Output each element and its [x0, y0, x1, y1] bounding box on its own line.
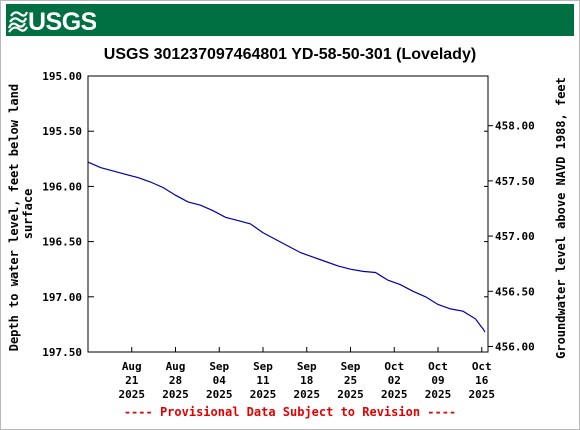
x-tick-label: Oct	[428, 360, 448, 373]
x-tick-label: Oct	[384, 360, 404, 373]
y-tick-label: 196.00	[42, 180, 82, 193]
x-tick-label: 18	[300, 374, 313, 387]
x-tick-label: 21	[125, 374, 139, 387]
x-tick-label: 2025	[206, 388, 233, 401]
x-tick-label: 11	[256, 374, 270, 387]
usgs-logo: USGS	[7, 8, 96, 36]
right-axis: 458.00 457.50 457.00 456.50 456.00	[488, 120, 535, 353]
x-tick-label: 25	[344, 374, 357, 387]
series-line	[87, 161, 486, 333]
x-tick-label: 2025	[119, 388, 146, 401]
y-tick-label: 196.50	[42, 236, 82, 249]
x-tick-label: Sep	[209, 360, 229, 373]
left-axis: 195.00 195.50 196.00 196.50 197.00 197.50	[42, 70, 488, 359]
x-tick-label: 2025	[425, 388, 452, 401]
y2-tick-label: 457.00	[495, 230, 535, 243]
y-tick-label: 197.50	[42, 346, 82, 359]
x-tick-label: Aug	[122, 360, 142, 373]
x-tick-label: Sep	[253, 360, 273, 373]
x-tick-label: 2025	[162, 388, 189, 401]
x-tick-label: 09	[431, 374, 444, 387]
provisional-note: ---- Provisional Data Subject to Revisio…	[124, 405, 456, 419]
y-axis-label: Depth to water level, feet below land su…	[7, 77, 35, 352]
x-tick-label: Sep	[341, 360, 361, 373]
y2-axis-label: Groundwater level above NAVD 1988, feet	[554, 77, 568, 359]
y-tick-label: 197.00	[42, 291, 82, 304]
x-tick-label: 04	[213, 374, 227, 387]
x-tick-label: Sep	[297, 360, 317, 373]
x-tick-label: 28	[169, 374, 182, 387]
x-axis: Aug212025Aug282025Sep042025Sep112025Sep1…	[119, 347, 496, 401]
y2-tick-label: 456.50	[495, 285, 535, 298]
y2-tick-label: 458.00	[495, 120, 535, 133]
x-tick-label: Oct	[472, 360, 492, 373]
x-tick-label: Aug	[166, 360, 186, 373]
y-tick-label: 195.50	[42, 125, 82, 138]
y-axis-label-line-1: Depth to water level, feet below land	[7, 84, 21, 351]
y-tick-label: 195.00	[42, 70, 82, 83]
x-tick-label: 2025	[294, 388, 321, 401]
usgs-logo-mark	[7, 11, 29, 33]
usgs-banner	[6, 4, 574, 36]
y2-tick-label: 457.50	[495, 175, 535, 188]
x-tick-label: 2025	[337, 388, 364, 401]
plot-area	[87, 75, 489, 353]
x-tick-label: 2025	[469, 388, 496, 401]
y2-tick-label: 456.00	[495, 340, 535, 353]
usgs-logo-text: USGS	[28, 8, 96, 36]
x-tick-label: 02	[388, 374, 401, 387]
chart-title: USGS 301237097464801 YD-58-50-301 (Lovel…	[104, 46, 476, 63]
x-tick-label: 16	[475, 374, 489, 387]
y-axis-label-line-2: surface	[21, 189, 35, 240]
x-tick-label: 2025	[381, 388, 408, 401]
x-tick-label: 2025	[250, 388, 277, 401]
